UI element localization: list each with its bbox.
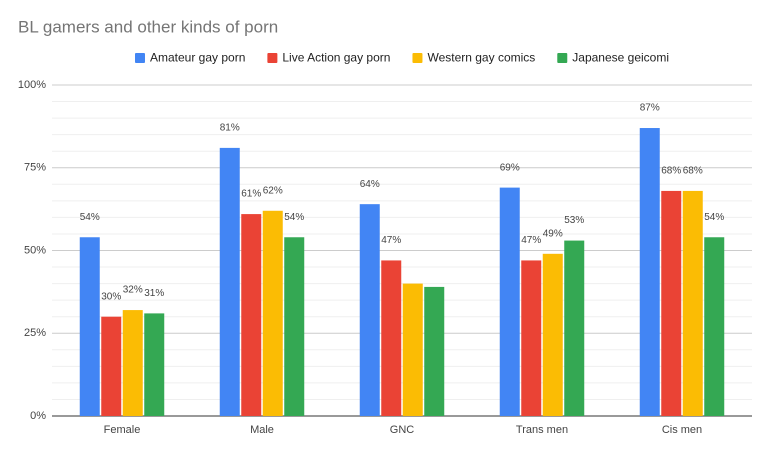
legend-swatch [134,53,145,63]
legend-label: Live Action gay porn [282,51,390,65]
bar [122,310,143,416]
data-label: 69% [500,162,520,173]
data-label: 64% [360,179,380,190]
x-tick-label: Trans men [516,424,568,436]
data-label: 68% [661,166,681,177]
data-label: 61% [241,189,261,200]
x-tick-label: Cis men [662,424,702,436]
data-label: 47% [381,235,401,246]
bar [381,260,402,416]
bar [101,316,122,416]
legend-item: Amateur gay porn [134,51,245,65]
bar [639,128,660,416]
bar [499,187,520,416]
bar [682,190,703,416]
data-label: 32% [123,285,143,296]
data-label: 54% [80,212,100,223]
legend-label: Amateur gay porn [150,51,245,65]
legend-item: Live Action gay porn [267,51,390,65]
bar [144,313,165,416]
bar [219,147,240,416]
legend-label: Japanese geicomi [572,51,669,65]
legend-swatch [557,53,568,63]
legend-label: Western gay comics [427,51,535,65]
bar [704,237,725,416]
data-label: 87% [640,103,660,114]
bar [241,214,262,416]
data-label: 47% [521,235,541,246]
chart-title: BL gamers and other kinds of porn [18,17,278,36]
y-tick-label: 100% [18,79,46,91]
bar [521,260,542,416]
y-tick-label: 0% [30,410,46,422]
bar [79,237,100,416]
bar [564,240,585,416]
x-tick-label: GNC [390,424,415,436]
bar [262,210,283,416]
data-label: 54% [284,212,304,223]
data-label: 54% [704,212,724,223]
bar [402,283,423,416]
y-tick-label: 50% [24,244,46,256]
data-label: 62% [263,185,283,196]
legend-item: Japanese geicomi [557,51,669,65]
bar [661,190,682,416]
legend-item: Western gay comics [412,51,535,65]
bar [542,253,563,416]
data-label: 49% [543,228,563,239]
legend-swatch [412,53,423,63]
y-tick-label: 75% [24,162,46,174]
x-tick-label: Male [250,424,274,436]
data-label: 81% [220,123,240,134]
bar [359,204,380,416]
data-label: 68% [683,166,703,177]
data-label: 30% [101,291,121,302]
data-label: 53% [564,215,584,226]
legend-swatch [267,53,278,63]
x-tick-label: Female [104,424,141,436]
data-label: 31% [144,288,164,299]
bar [424,286,445,416]
bar [284,237,305,416]
y-tick-label: 25% [24,327,46,339]
